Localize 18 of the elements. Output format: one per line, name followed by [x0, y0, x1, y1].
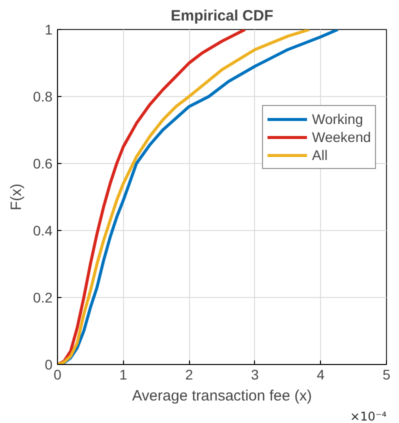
- chart-title: Empirical CDF: [170, 8, 274, 24]
- x-axis-title: Average transaction fee (x): [132, 388, 312, 404]
- y-tick-label: 1: [44, 22, 53, 38]
- y-tick-label: 0: [44, 356, 53, 372]
- y-tick-label: 0.2: [33, 290, 53, 306]
- x-tick-label: 2: [185, 366, 194, 382]
- x-tick-label: 5: [382, 366, 391, 382]
- x-tick-label: 4: [316, 366, 325, 382]
- legend-label: Weekend: [312, 128, 371, 146]
- y-axis-title: F(x): [8, 184, 26, 210]
- y-tick-label: 0.8: [33, 88, 53, 104]
- y-tick-label: 0.4: [33, 222, 53, 238]
- legend-label: All: [312, 146, 329, 164]
- x-tick-label: 3: [251, 366, 260, 382]
- y-tick-label: 0.6: [33, 156, 53, 172]
- text: ×10⁻⁴: [350, 410, 387, 423]
- legend-label: Working: [312, 110, 364, 128]
- x-tick-label: 1: [119, 366, 128, 382]
